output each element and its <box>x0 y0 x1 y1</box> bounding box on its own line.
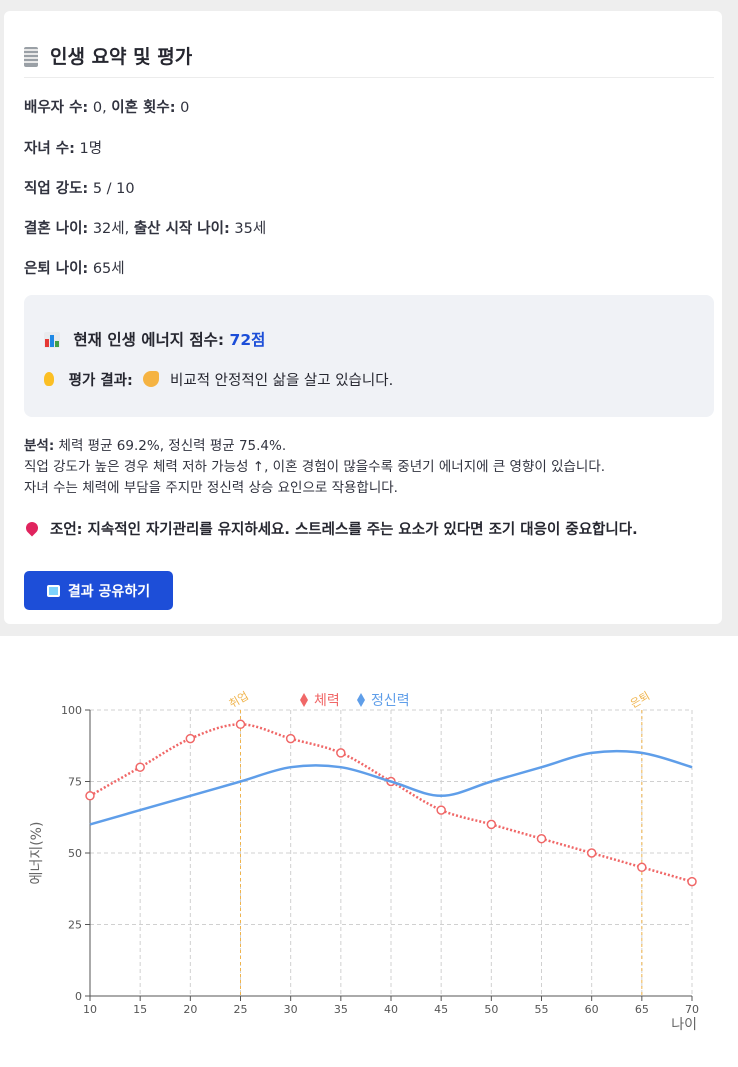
x-tick-label: 50 <box>484 1003 498 1016</box>
divorce-value: 0 <box>180 100 190 116</box>
job-intensity-value: 5 / 10 <box>92 181 135 197</box>
data-point-physical <box>336 748 346 758</box>
advice-line: 조언: 지속적인 자기관리를 유지하세요. 스트레스를 주는 요소가 있다면 조… <box>23 518 638 539</box>
data-point-physical <box>235 719 246 730</box>
energy-chart-svg: 10 15 20 25 30 35 40 45 50 55 60 65 70 0 25 50 75 100 나이 에너… <box>29 689 699 1033</box>
data-point-physical <box>637 862 647 873</box>
advice-label: 조언: <box>50 522 83 538</box>
x-tick-label: 10 <box>83 1003 97 1016</box>
job-intensity-line: 직업 강도: 5 / 10 <box>24 179 135 199</box>
x-axis-title: 나이 <box>671 1017 697 1033</box>
summary-title: 인생 요약 및 평가 <box>50 46 193 68</box>
marriage-birth-line: 결혼 나이: 32세, 출산 시작 나이: 35세 <box>24 221 267 237</box>
analysis-text-1: 체력 평균 69.2%, 정신력 평균 75.4%. <box>58 438 287 454</box>
data-point-physical <box>135 762 145 772</box>
children-label: 자녀 수: <box>24 141 75 157</box>
x-tick-label: 35 <box>334 1003 348 1016</box>
children-value: 1명 <box>79 141 103 157</box>
x-tick-label: 15 <box>133 1003 147 1016</box>
energy-score-value: 72점 <box>229 331 266 349</box>
y-tick-label: 100 <box>61 704 82 717</box>
y-axis-title: 에너지(%) <box>29 822 45 885</box>
pushpin-icon <box>23 519 41 537</box>
analysis-text-2: 직업 강도가 높은 경우 체력 저하 가능성 ↑, 이혼 경험이 많을수록 중년… <box>24 459 606 475</box>
energy-score-label: 현재 인생 에너지 점수: <box>73 331 225 349</box>
y-tick-label: 50 <box>68 847 82 860</box>
analysis-label: 분석: <box>24 438 55 454</box>
scrollbar-edge <box>728 11 734 631</box>
data-point-physical <box>285 733 296 744</box>
share-result-label: 결과 공유하기 <box>67 583 151 600</box>
data-point-physical <box>586 848 597 858</box>
data-point-physical <box>536 833 547 844</box>
x-tick-label: 45 <box>434 1003 448 1016</box>
analysis-text-3: 자녀 수는 체력에 부담을 주지만 정신력 상승 요인으로 작용합니다. <box>24 480 398 496</box>
legend-marker <box>357 693 365 707</box>
series-line-mental <box>89 749 693 826</box>
bar-chart-icon <box>44 332 60 348</box>
x-tick-label: 30 <box>284 1003 298 1016</box>
annotation-label: 은퇴 <box>628 689 652 710</box>
x-tick-label: 20 <box>183 1003 197 1016</box>
light-bulb-icon <box>44 372 54 386</box>
y-tick-label: 25 <box>68 919 82 932</box>
data-point-physical <box>185 733 196 744</box>
flexed-biceps-icon <box>143 371 160 387</box>
spouse-divorce-line: 배우자 수: 0, 이혼 횟수: 0 <box>24 100 190 116</box>
evaluation-box: 현재 인생 에너지 점수: 72점 평가 결과: 비교적 안정적인 삶을 살고 … <box>24 295 714 417</box>
job-intensity-label: 직업 강도: <box>24 181 89 197</box>
inbox-tray-icon <box>46 584 60 597</box>
retire-age-label: 은퇴 나이: <box>24 261 89 277</box>
y-tick-label: 0 <box>75 990 82 1003</box>
legend-marker <box>300 693 308 707</box>
retire-age-line: 은퇴 나이: 65세 <box>24 259 125 279</box>
energy-score-line: 현재 인생 에너지 점수: 72점 <box>44 328 265 350</box>
x-tick-label: 60 <box>585 1003 599 1016</box>
divorce-label: 이혼 횟수: <box>111 100 176 116</box>
x-tick-label: 70 <box>685 1003 699 1016</box>
x-tick-label: 25 <box>234 1003 248 1016</box>
evaluation-result-label: 평가 결과: <box>68 373 133 389</box>
energy-chart: 10 15 20 25 30 35 40 45 50 55 60 65 70 0 25 50 75 100 나이 에너… <box>0 680 738 1050</box>
summary-header: 인생 요약 및 평가 <box>24 46 714 78</box>
data-point-physical <box>687 876 697 887</box>
analysis-line-1: 분석: 체력 평균 69.2%, 정신력 평균 75.4%. <box>24 436 605 457</box>
data-point-physical <box>486 819 497 830</box>
evaluation-result-line: 평가 결과: 비교적 안정적인 삶을 살고 있습니다. <box>44 369 393 390</box>
data-point-physical <box>436 805 446 815</box>
share-result-button[interactable]: 결과 공유하기 <box>24 571 173 610</box>
children-line: 자녀 수: 1명 <box>24 139 102 159</box>
marriage-age-value: 32세 <box>92 221 125 237</box>
x-tick-label: 40 <box>384 1003 398 1016</box>
spouse-label: 배우자 수: <box>24 100 89 116</box>
x-tick-label: 55 <box>535 1003 549 1016</box>
legend-label: 체력 <box>314 693 340 709</box>
spouse-value: 0 <box>92 100 103 116</box>
data-point-physical <box>85 791 95 801</box>
scroll-icon <box>24 47 38 67</box>
y-tick-label: 75 <box>68 776 82 789</box>
retire-age-value: 65세 <box>92 261 125 277</box>
x-tick-label: 65 <box>635 1003 649 1016</box>
marriage-age-label: 결혼 나이: <box>24 221 89 237</box>
advice-text: 지속적인 자기관리를 유지하세요. 스트레스를 주는 요소가 있다면 조기 대응… <box>87 522 638 538</box>
evaluation-result-text: 비교적 안정적인 삶을 살고 있습니다. <box>170 373 394 389</box>
legend-label: 정신력 <box>371 693 410 709</box>
birth-age-label: 출산 시작 나이: <box>133 221 230 237</box>
annotation-label: 취업 <box>227 689 251 710</box>
analysis-section: 분석: 체력 평균 69.2%, 정신력 평균 75.4%. 직업 강도가 높은… <box>24 436 605 499</box>
birth-age-value: 35세 <box>234 221 267 237</box>
